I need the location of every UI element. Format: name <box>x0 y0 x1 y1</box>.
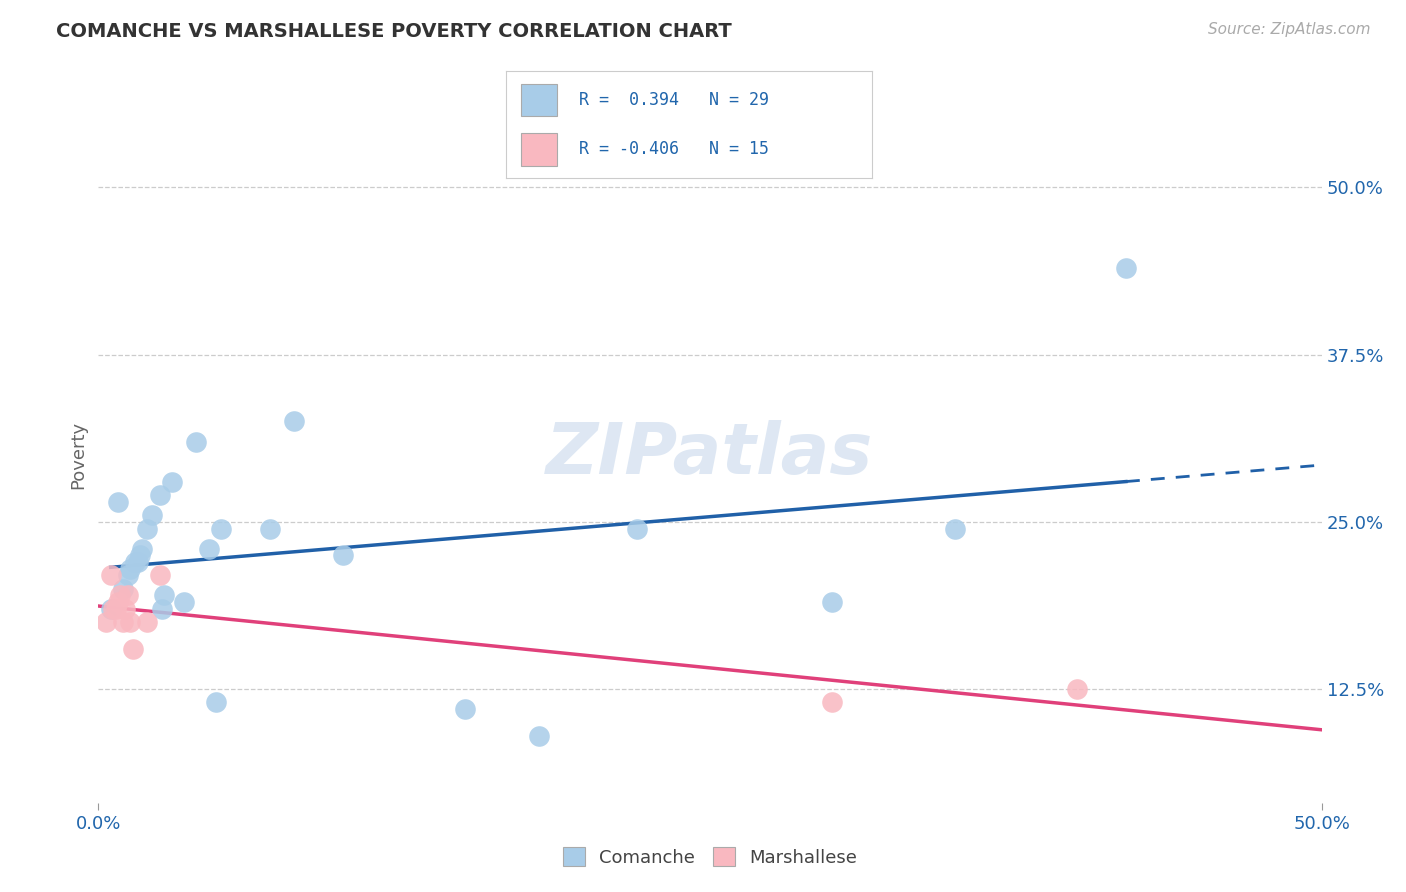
Point <box>173 595 195 609</box>
FancyBboxPatch shape <box>520 134 557 166</box>
Point <box>1115 260 1137 275</box>
Legend: Comanche, Marshallese: Comanche, Marshallese <box>555 840 865 874</box>
Point <box>197 541 219 556</box>
Point <box>141 508 163 523</box>
Point <box>149 488 172 502</box>
Point <box>205 696 228 710</box>
Point <box>107 595 129 609</box>
Point <box>527 729 550 743</box>
Text: Source: ZipAtlas.com: Source: ZipAtlas.com <box>1208 22 1371 37</box>
Point <box>100 602 122 616</box>
Point <box>1066 681 1088 696</box>
Point <box>454 702 477 716</box>
Point <box>120 615 142 630</box>
Point <box>110 589 132 603</box>
Point <box>117 589 139 603</box>
Point <box>821 696 844 710</box>
Text: R = -0.406   N = 15: R = -0.406 N = 15 <box>579 141 769 159</box>
FancyBboxPatch shape <box>520 84 557 116</box>
Point <box>124 555 146 569</box>
Point <box>150 602 173 616</box>
Point <box>332 548 354 563</box>
Point <box>209 521 232 535</box>
Point <box>943 521 966 535</box>
Point <box>117 568 139 582</box>
Point <box>114 602 136 616</box>
Point <box>101 602 124 616</box>
Text: ZIPatlas: ZIPatlas <box>547 420 873 490</box>
Point <box>153 589 176 603</box>
Point <box>94 615 117 630</box>
Point <box>120 562 142 576</box>
Point <box>160 475 183 489</box>
Point <box>149 568 172 582</box>
Point <box>129 548 152 563</box>
Point <box>821 595 844 609</box>
Point <box>111 615 134 630</box>
Point <box>186 434 208 449</box>
Point <box>127 555 149 569</box>
Point <box>131 541 153 556</box>
Text: R =  0.394   N = 29: R = 0.394 N = 29 <box>579 91 769 109</box>
Text: COMANCHE VS MARSHALLESE POVERTY CORRELATION CHART: COMANCHE VS MARSHALLESE POVERTY CORRELAT… <box>56 22 733 41</box>
Point <box>104 602 127 616</box>
Point <box>136 521 159 535</box>
Y-axis label: Poverty: Poverty <box>69 421 87 489</box>
Point <box>259 521 281 535</box>
Point <box>283 414 305 429</box>
Point <box>121 642 143 657</box>
Point <box>626 521 648 535</box>
Point <box>100 568 122 582</box>
Point <box>111 582 134 596</box>
Point <box>107 494 129 508</box>
Point <box>136 615 159 630</box>
